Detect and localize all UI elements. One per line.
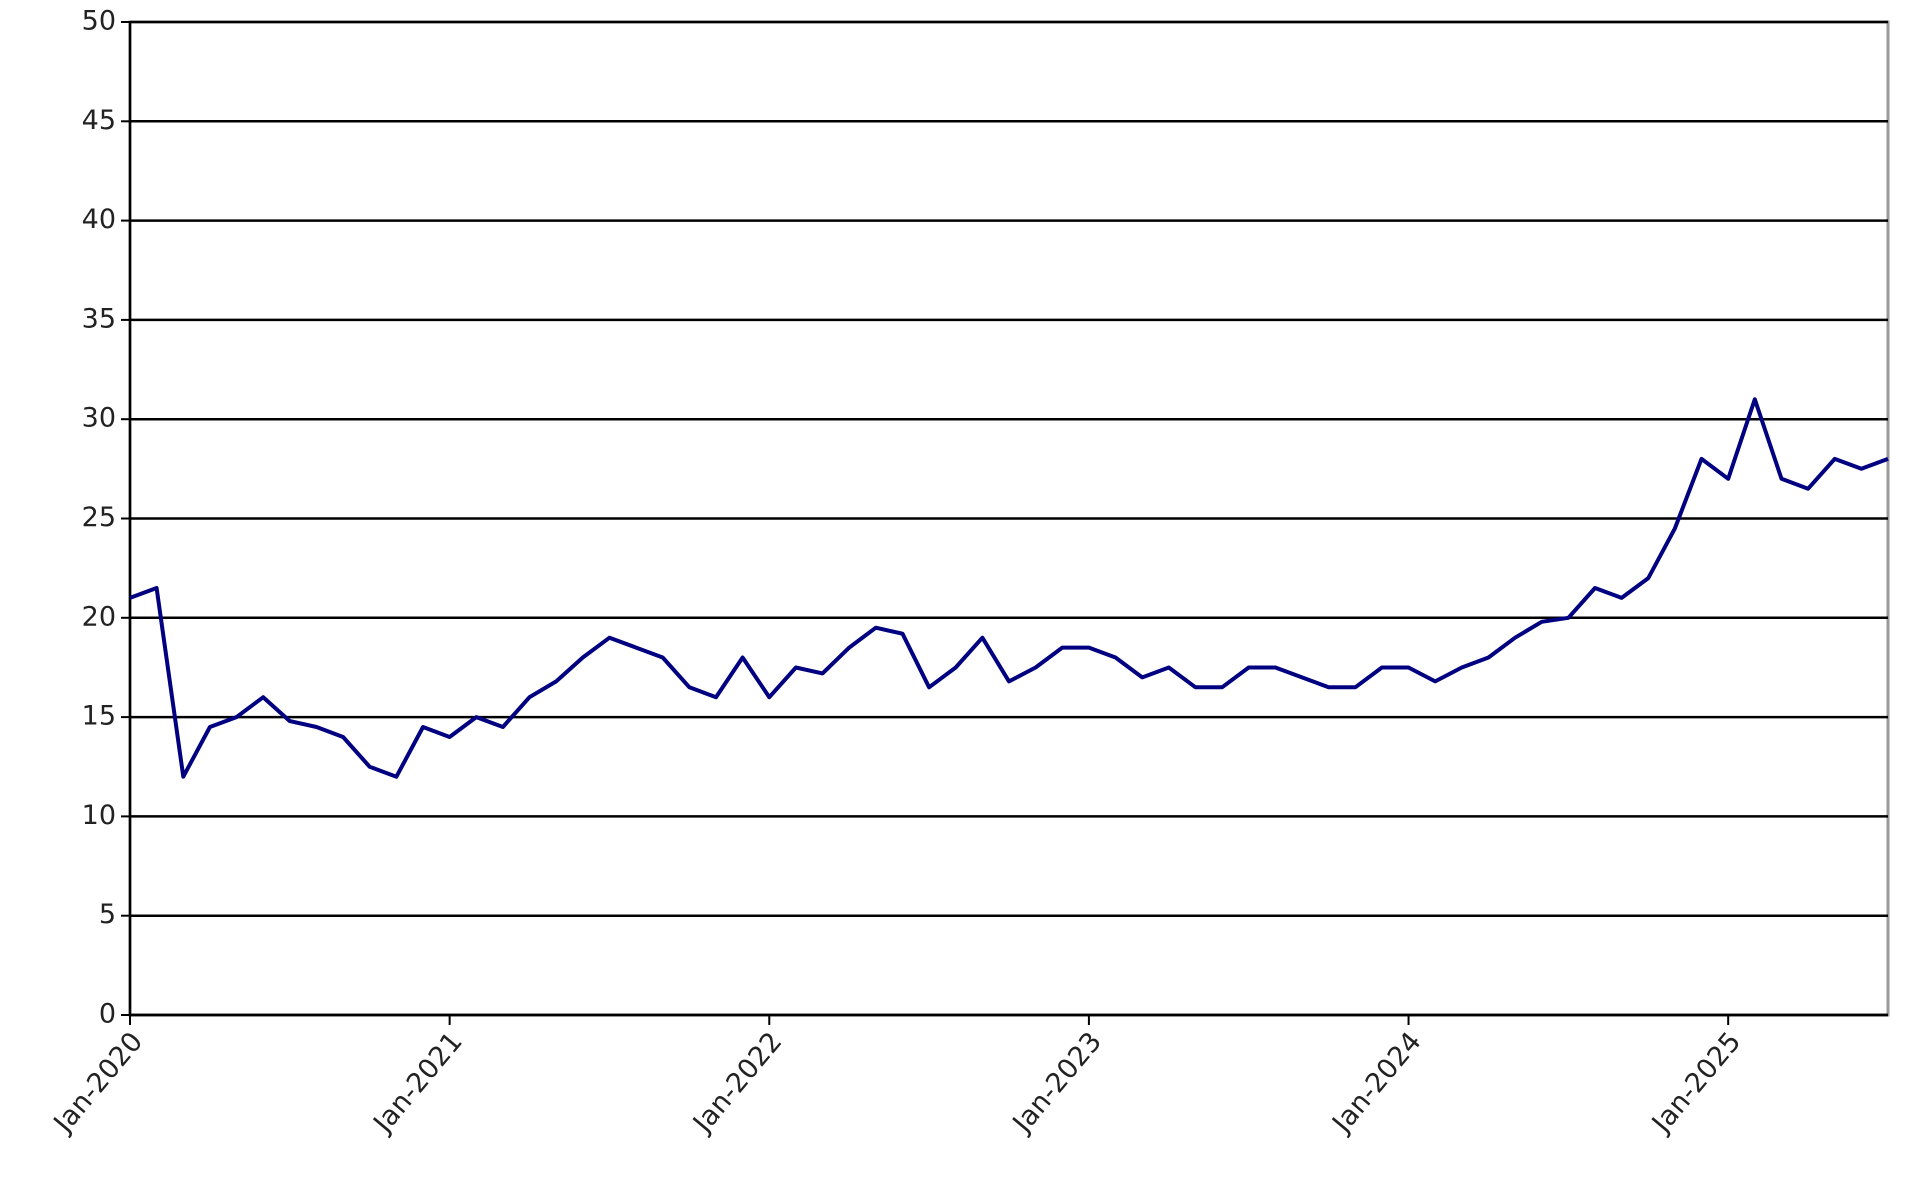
x-tick-label: Jan-2023 (1006, 1026, 1108, 1139)
y-tick-label: 10 (82, 800, 116, 831)
y-tick-label: 30 (82, 403, 116, 434)
x-tick-label: Jan-2020 (47, 1026, 149, 1139)
y-tick-label: 35 (82, 303, 116, 334)
y-tick-label: 15 (82, 701, 116, 732)
y-tick-label: 40 (82, 204, 116, 235)
y-tick-label: 50 (82, 6, 116, 37)
y-tick-label: 45 (82, 105, 116, 136)
x-tick-label: Jan-2022 (686, 1026, 788, 1139)
x-tick-label: Jan-2021 (367, 1026, 469, 1139)
x-tick-label: Jan-2025 (1645, 1026, 1747, 1139)
line-series (129, 397, 1889, 779)
y-tick-label: 25 (82, 502, 116, 533)
y-tick-label: 5 (99, 899, 116, 930)
y-tick-label: 0 (99, 999, 116, 1030)
y-tick-label: 20 (82, 601, 116, 632)
x-tick-label: Jan-2024 (1325, 1026, 1427, 1139)
